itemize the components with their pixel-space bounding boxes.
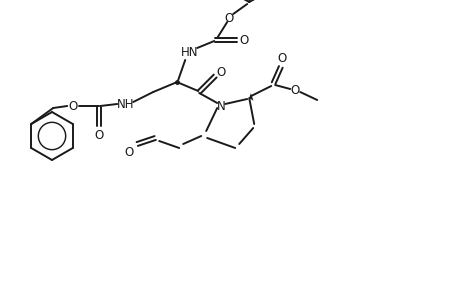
Text: O: O (124, 145, 134, 158)
Text: N: N (217, 99, 225, 113)
Text: NH: NH (116, 98, 134, 111)
Text: O: O (239, 33, 248, 46)
Text: O: O (216, 65, 225, 79)
Polygon shape (249, 93, 253, 101)
Text: O: O (68, 99, 78, 113)
Text: HN: HN (180, 46, 197, 58)
Text: O: O (224, 12, 233, 24)
Text: O: O (94, 128, 104, 141)
Text: O: O (290, 84, 299, 96)
Text: O: O (277, 52, 286, 65)
